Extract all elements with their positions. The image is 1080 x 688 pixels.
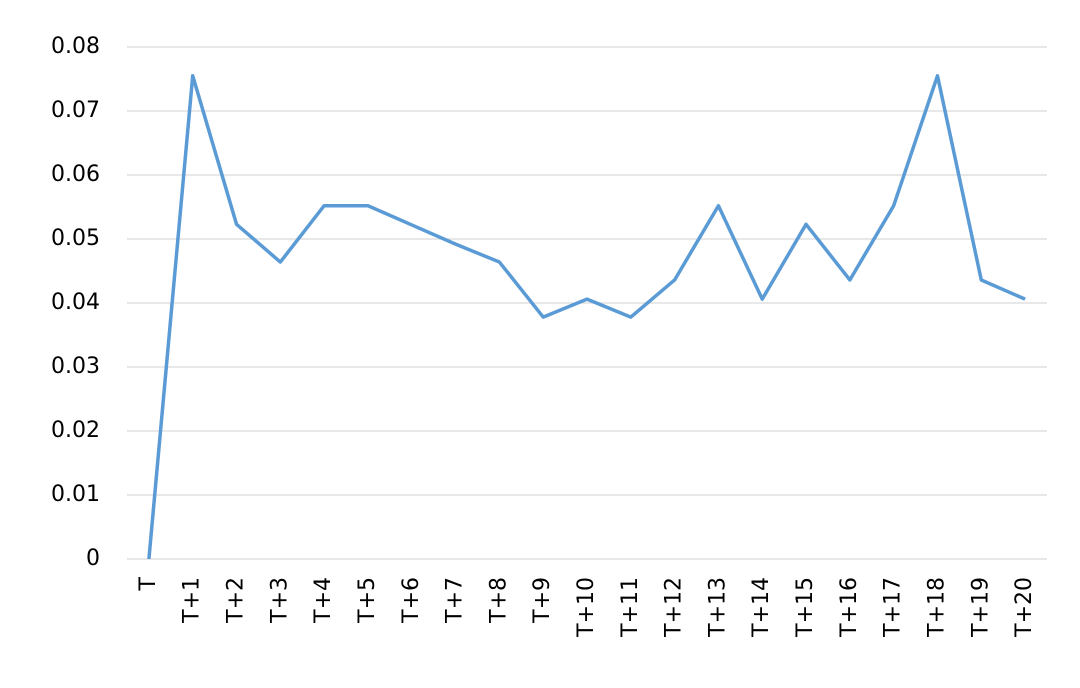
line [147, 74, 1026, 560]
x-tick-label: T+17 [881, 577, 906, 638]
y-tick-label: 0.07 [51, 98, 100, 123]
x-tick-label: T+12 [662, 577, 687, 638]
x-tick-label: T [136, 576, 161, 591]
x-tick-label: T+2 [224, 577, 249, 624]
x-tick-label: T+3 [267, 577, 292, 624]
x-tick-label: T+11 [618, 577, 643, 638]
x-tick-label: T+16 [837, 577, 862, 638]
y-tick-label: 0.04 [51, 290, 100, 315]
x-tick-label: T+8 [486, 577, 511, 624]
x-tick-label: T+20 [1012, 577, 1037, 638]
x-tick-label: T+19 [968, 577, 993, 638]
y-tick-label: 0.02 [51, 418, 100, 443]
y-tick-label: 0.06 [51, 162, 100, 187]
x-tick-label: T+4 [311, 577, 336, 624]
x-tick-label: T+9 [530, 577, 555, 624]
y-tick-label: 0.05 [51, 226, 100, 251]
x-tick-label: T+15 [793, 577, 818, 638]
x-tick-label: T+5 [355, 577, 380, 624]
x-tick-label: T+6 [399, 577, 424, 624]
x-tick-label: T+7 [443, 577, 468, 624]
x-tick-label: T+18 [924, 577, 949, 638]
y-tick-label: 0.01 [51, 482, 100, 507]
x-tick-label: T+13 [705, 577, 730, 638]
y-tick-label: 0 [86, 546, 100, 571]
x-tick-label: T+1 [180, 577, 205, 624]
x-tick-label: T+10 [574, 577, 599, 638]
y-tick-label: 0.08 [51, 34, 100, 59]
x-tick-label: T+14 [749, 577, 774, 638]
y-tick-label: 0.03 [51, 354, 100, 379]
